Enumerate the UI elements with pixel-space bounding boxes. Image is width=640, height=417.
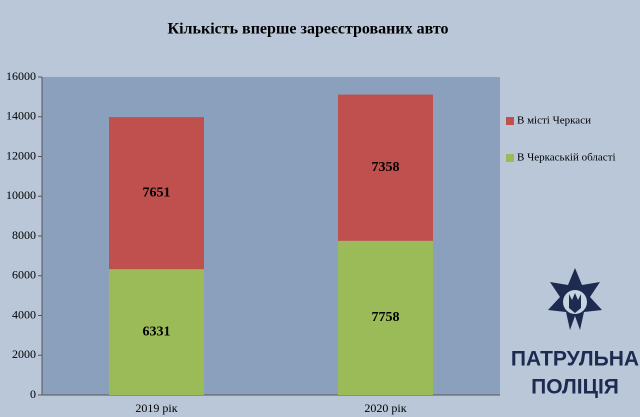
- data-label: 6331: [143, 324, 171, 339]
- x-tick-label: 2019 рік: [135, 401, 177, 415]
- logo-text: ПОЛІЦІЯ: [531, 376, 619, 399]
- y-tick-label: 10000: [6, 188, 36, 202]
- logo-text: ПАТРУЛЬНА: [511, 348, 639, 371]
- x-tick-label: 2020 рік: [364, 401, 406, 415]
- y-tick-label: 4000: [12, 307, 36, 321]
- y-tick-label: 0: [30, 387, 36, 401]
- legend-label: В місті Черкаси: [517, 115, 591, 127]
- data-label: 7358: [372, 160, 400, 175]
- legend-swatch: [506, 154, 514, 162]
- y-tick-label: 16000: [6, 69, 36, 83]
- legend-label: В Черкаській області: [517, 152, 616, 164]
- y-tick-label: 8000: [12, 228, 36, 242]
- bar-segment: [338, 94, 433, 241]
- y-tick-label: 14000: [6, 109, 36, 123]
- bar-segment: [338, 240, 433, 395]
- data-label: 7758: [372, 310, 400, 325]
- chart-title: Кількість вперше зареєстрованих авто: [167, 21, 448, 38]
- y-tick-label: 12000: [6, 148, 36, 162]
- data-label: 7651: [143, 185, 171, 200]
- bar-segment: [109, 269, 204, 395]
- bar-segment: [109, 117, 204, 270]
- legend-swatch: [506, 117, 514, 125]
- y-tick-label: 6000: [12, 268, 36, 282]
- y-tick-label: 2000: [12, 347, 36, 361]
- logo-trident: [569, 293, 581, 313]
- logo: ПАТРУЛЬНА ПОЛІЦІЯ: [511, 268, 639, 399]
